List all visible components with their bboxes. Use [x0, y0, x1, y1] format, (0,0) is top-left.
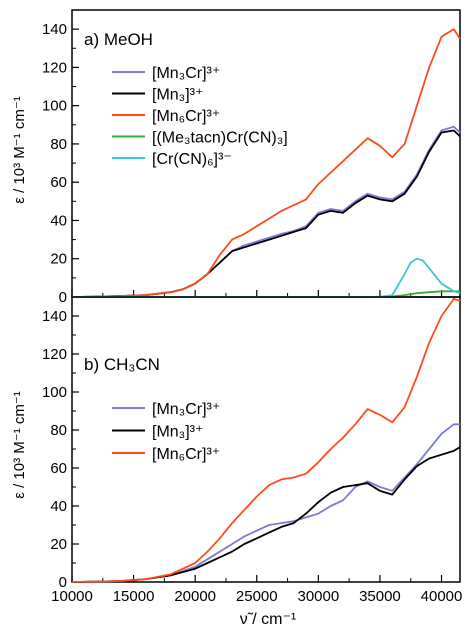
x-tick-label: 20000	[174, 588, 216, 605]
y-tick-label: 120	[42, 346, 67, 363]
x-tick-label: 35000	[359, 588, 401, 605]
legend-label: [Cr(CN)₆]³⁻	[152, 151, 232, 168]
series-line	[71, 28, 461, 298]
x-tick-label: 30000	[297, 588, 339, 605]
y-tick-label: 40	[50, 498, 67, 515]
y-tick-label: 140	[42, 21, 67, 38]
series-lines	[71, 298, 461, 583]
x-axis-label: ν̃ / cm⁻¹	[240, 611, 296, 628]
legend-label: [Mn₆Cr]³⁺	[152, 446, 220, 463]
plot-frame	[71, 296, 461, 583]
panel-bottom-ch3cn: 0 20 40 60 80 100 120 140 10000 15000 20000 25000 30…	[42, 296, 462, 605]
legend-label: [Mn₃]³⁺	[152, 424, 203, 441]
y-tick-label: 60	[50, 174, 67, 191]
series-line	[72, 257, 461, 298]
y-tick-label: 0	[59, 574, 67, 591]
y-axis-label-top: ε / 10³ M⁻¹ cm⁻¹	[11, 96, 28, 204]
panel-title: b) CH₃CN	[84, 355, 160, 374]
legend-label: [Mn₃Cr]³⁺	[152, 65, 220, 82]
panel-title: a) MeOH	[84, 30, 153, 49]
series-line	[71, 423, 460, 583]
legend: [Mn₃Cr]³⁺ [Mn₃]³⁺ [Mn₆Cr]³⁺	[112, 401, 220, 463]
legend-label: [Mn₃Cr]³⁺	[152, 401, 220, 418]
y-axis-label-bottom: ε / 10³ M⁻¹ cm⁻¹	[11, 391, 28, 499]
x-tick-label: 40000	[421, 588, 463, 605]
y-tick-label: 100	[42, 98, 67, 115]
legend-label: [Mn₃]³⁺	[152, 87, 203, 104]
plot-frame	[71, 9, 461, 298]
y-tick-label: 140	[42, 308, 67, 325]
series-line	[71, 446, 461, 583]
y-tick-label: 80	[50, 136, 67, 153]
y-tick-label: 120	[42, 59, 67, 76]
x-tick-label: 10000	[51, 588, 93, 605]
series-line	[71, 129, 461, 298]
y-tick-label: 60	[50, 460, 67, 477]
series-line	[71, 298, 461, 583]
legend-label: [(Me₃tacn)Cr(CN)₃]	[152, 130, 288, 147]
x-tick-label: 15000	[113, 588, 155, 605]
legend: [Mn₃Cr]³⁺ [Mn₃]³⁺ [Mn₆Cr]³⁺ [(Me₃tacn)Cr(CN…	[112, 65, 288, 168]
x-tick-label: 25000	[236, 588, 278, 605]
y-tick-label: 100	[42, 384, 67, 401]
y-tick-label: 20	[50, 536, 67, 553]
tick-marks: 0 20 40 60 80 100 120 140	[42, 21, 443, 306]
y-tick-label: 80	[50, 422, 67, 439]
series-line	[71, 125, 461, 298]
y-tick-label: 40	[50, 212, 67, 229]
y-tick-label: 0	[59, 289, 67, 306]
legend-label: [Mn₆Cr]³⁺	[152, 108, 220, 125]
tick-marks: 0 20 40 60 80 100 120 140 10000 15000 20000 25000 30…	[42, 308, 462, 605]
y-tick-label: 20	[50, 251, 67, 268]
series-lines	[71, 28, 461, 298]
